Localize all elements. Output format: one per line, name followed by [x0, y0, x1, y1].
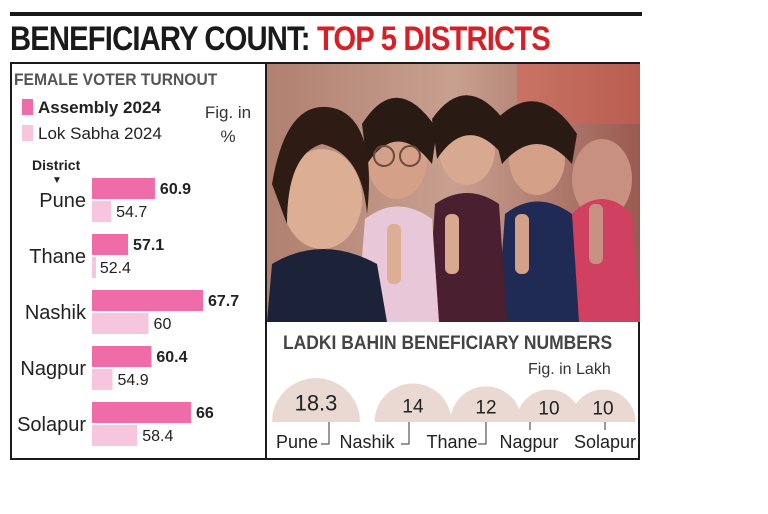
legend-swatch-lok-sabha [22, 125, 33, 141]
district-label: Nagpur [499, 432, 558, 452]
value-label-assembly: 67.7 [208, 293, 239, 310]
voters-photo [267, 64, 640, 322]
bubble [374, 383, 452, 422]
pointer-line [401, 422, 410, 445]
bubble [516, 389, 582, 422]
headline-part1: BENEFICIARY COUNT: [10, 20, 311, 58]
bar-lok-sabha [92, 313, 149, 334]
value-label-assembly: 57.1 [133, 237, 164, 254]
district-label: Nagpur [20, 358, 86, 380]
legend-label-assembly: Assembly 2024 [38, 98, 161, 117]
value-label-lok-sabha: 54.9 [118, 372, 149, 389]
district-label: Pune [276, 432, 318, 452]
bar-lok-sabha [92, 257, 96, 278]
bar-assembly [92, 234, 129, 255]
district-label: Thane [426, 432, 477, 452]
value-label-assembly: 66 [196, 405, 214, 422]
photo-illustration [267, 64, 640, 322]
bubble-value-label: 14 [402, 396, 424, 417]
bubble-value-label: 18.3 [295, 390, 338, 415]
value-label-lok-sabha: 52.4 [100, 260, 131, 277]
district-label: Nashik [25, 302, 87, 324]
legend-label-lok-sabha: Lok Sabha 2024 [38, 124, 162, 143]
headline-part2: TOP 5 DISTRICTS [316, 20, 551, 58]
headline: BENEFICIARY COUNT: TOP 5 DISTRICTS [10, 18, 551, 60]
value-label-lok-sabha: 60 [154, 316, 172, 333]
bubble [570, 389, 636, 422]
district-arrow-icon: ▼ [52, 175, 62, 186]
legend-lok-sabha: Lok Sabha 2024 [22, 124, 162, 144]
ladki-unit-note: Fig. in Lakh [528, 361, 611, 378]
bar-lok-sabha [92, 425, 138, 446]
bubble-value-label: 10 [592, 399, 613, 420]
bubble [272, 378, 360, 422]
value-label-assembly: 60.4 [156, 349, 187, 366]
legend-swatch-assembly [22, 99, 33, 115]
ladki-chart-title: LADKI BAHIN BENEFICIARY NUMBERS [283, 333, 613, 354]
district-label: Pune [39, 190, 86, 212]
bar-assembly [92, 346, 152, 367]
bubble [450, 386, 522, 422]
turnout-chart-title: FEMALE VOTER TURNOUT [14, 70, 218, 89]
bar-lok-sabha [92, 201, 112, 222]
turnout-bar-chart: Pune 60.9 54.7 Thane 57.152.4 Nashik 67.7 60 Nag… [17, 178, 239, 446]
bar-assembly [92, 290, 203, 311]
value-label-lok-sabha: 58.4 [142, 428, 173, 445]
district-label: Thane [29, 246, 86, 268]
pointer-line [321, 422, 330, 445]
panel-divider [265, 62, 267, 460]
bar-assembly [92, 402, 191, 423]
district-label: Nashik [339, 432, 395, 452]
bubble-value-label: 12 [475, 397, 496, 418]
district-label: Solapur [574, 432, 636, 452]
bar-assembly [92, 178, 155, 199]
turnout-unit-note: Fig. in % [204, 103, 252, 146]
district-label: Solapur [17, 414, 86, 436]
value-label-assembly: 60.9 [160, 181, 191, 198]
ladki-bubble-chart: 18.3 14 12 10 10 Pune Nashik Thane Nagpur Solapur [272, 378, 636, 452]
bubble-value-label: 10 [538, 399, 559, 420]
headline-rule [10, 12, 642, 16]
bar-lok-sabha [92, 369, 113, 390]
pointer-line [478, 422, 487, 445]
district-axis-label: District [32, 157, 81, 173]
legend-assembly: Assembly 2024 [22, 98, 161, 118]
value-label-lok-sabha: 54.7 [116, 204, 147, 221]
